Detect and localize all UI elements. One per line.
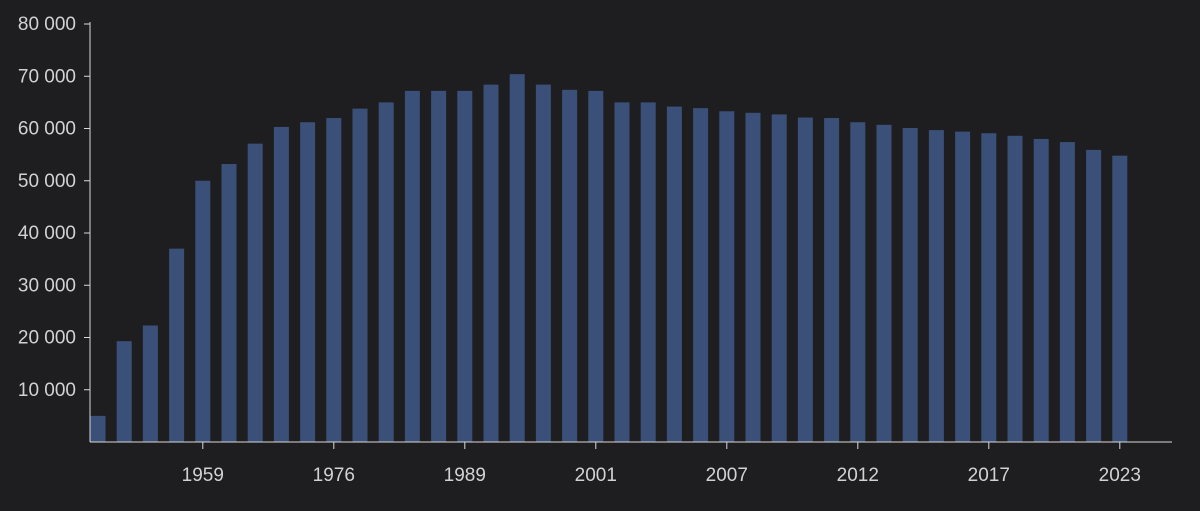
bar: [300, 122, 316, 442]
bar: [955, 131, 971, 442]
bar: [693, 108, 709, 443]
bar: [221, 164, 237, 442]
bar: [640, 102, 656, 443]
bars-group: [90, 74, 1128, 443]
y-tick-label: 40 000: [18, 223, 76, 244]
bar: [824, 118, 840, 443]
bar: [562, 89, 578, 442]
bar: [378, 102, 394, 443]
bar: [90, 415, 106, 443]
bar: [195, 180, 211, 442]
bar: [614, 102, 630, 443]
bar: [116, 341, 132, 442]
bar: [902, 127, 918, 442]
bar: [666, 106, 682, 442]
bar: [1086, 149, 1102, 443]
x-tick-label: 1959: [182, 465, 224, 486]
bar: [797, 117, 813, 442]
bar: [928, 130, 944, 442]
bar: [771, 114, 787, 442]
bar: [169, 248, 185, 442]
bar: [1112, 155, 1128, 443]
bar: [850, 122, 866, 442]
x-tick-label: 1976: [313, 465, 355, 486]
x-tick-label: 2023: [1099, 465, 1141, 486]
y-tick-label: 30 000: [18, 275, 76, 296]
bar: [404, 90, 420, 442]
bar: [1059, 142, 1075, 442]
x-tick-label: 2017: [968, 465, 1010, 486]
bar: [457, 90, 473, 442]
y-tick-label: 10 000: [18, 380, 76, 401]
bar: [535, 84, 551, 443]
bar: [876, 124, 892, 442]
bar: [1007, 135, 1023, 442]
y-tick-label: 60 000: [18, 119, 76, 140]
bar: [509, 74, 525, 442]
x-tick-label: 2007: [706, 465, 748, 486]
bar: [483, 84, 499, 443]
bar: [588, 90, 604, 442]
x-tick-label: 2012: [837, 465, 879, 486]
bar: [1033, 138, 1049, 442]
y-tick-label: 70 000: [18, 66, 76, 87]
bar: [273, 126, 289, 443]
bar: [142, 325, 158, 442]
bar: [981, 133, 997, 442]
y-tick-label: 80 000: [18, 14, 76, 35]
x-tick-label: 1989: [444, 465, 486, 486]
y-tick-label: 20 000: [18, 328, 76, 349]
bar: [352, 108, 368, 442]
x-tick-label: 2001: [575, 465, 617, 486]
bar: [247, 143, 263, 442]
bar: [326, 118, 342, 443]
bar: [431, 90, 447, 442]
x-axis: 1959 1976 1989 2001 2007 2012 2017 2023: [90, 441, 1172, 486]
bar: [745, 112, 761, 442]
bar: [719, 111, 735, 442]
y-tick-label: 50 000: [18, 171, 76, 192]
y-axis: 10 000 20 000 30 000 40 000 50 000 60 000 70 0…: [18, 14, 91, 442]
